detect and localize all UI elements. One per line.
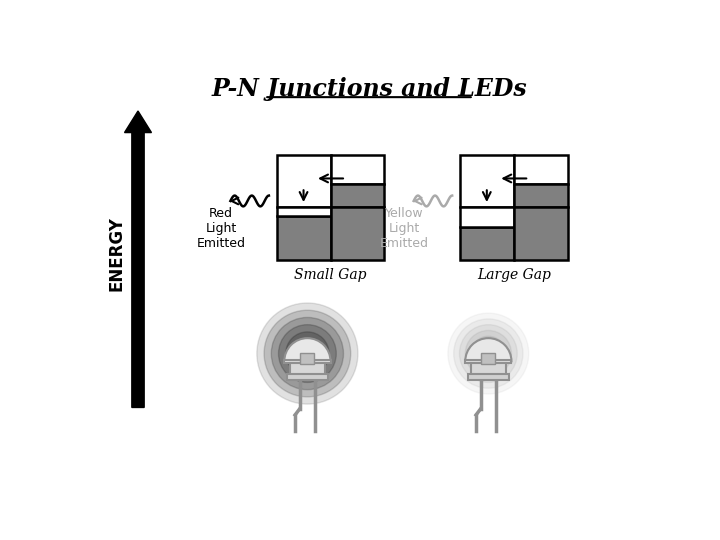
Text: Large Gap: Large Gap [477, 268, 551, 282]
Wedge shape [284, 338, 330, 361]
Bar [330, 155, 384, 184]
Circle shape [271, 318, 343, 390]
Circle shape [477, 342, 500, 365]
Bar [276, 207, 330, 216]
Circle shape [482, 348, 494, 359]
Bar [276, 155, 330, 207]
Circle shape [257, 303, 358, 404]
Text: Red
Light
Emitted: Red Light Emitted [197, 207, 246, 250]
Bar [471, 363, 506, 375]
Circle shape [264, 310, 351, 397]
Bar [467, 374, 509, 380]
Bar [482, 353, 495, 363]
Text: P-N Junctions and LEDs: P-N Junctions and LEDs [211, 77, 527, 102]
Bar [330, 184, 384, 207]
Circle shape [465, 330, 511, 377]
Bar [514, 184, 567, 207]
Circle shape [293, 339, 322, 368]
Bar [284, 360, 330, 363]
Text: Small Gap: Small Gap [294, 268, 366, 282]
Circle shape [471, 336, 505, 371]
Bar [289, 363, 325, 375]
Bar [287, 374, 328, 380]
Bar [276, 216, 330, 260]
Wedge shape [465, 338, 511, 361]
Bar [460, 207, 514, 227]
FancyArrow shape [125, 111, 151, 408]
Text: ENERGY: ENERGY [107, 216, 125, 291]
Text: Yellow
Light
Emitted: Yellow Light Emitted [380, 207, 429, 250]
Circle shape [300, 346, 315, 361]
Circle shape [279, 325, 336, 382]
Bar [514, 207, 567, 260]
Bar [460, 155, 514, 207]
Circle shape [286, 332, 329, 375]
Bar [460, 227, 514, 260]
Bar [330, 207, 384, 260]
Circle shape [454, 319, 523, 388]
Circle shape [459, 325, 517, 382]
Bar [465, 360, 511, 363]
Bar [300, 353, 315, 363]
Circle shape [448, 313, 528, 394]
Bar [514, 155, 567, 184]
